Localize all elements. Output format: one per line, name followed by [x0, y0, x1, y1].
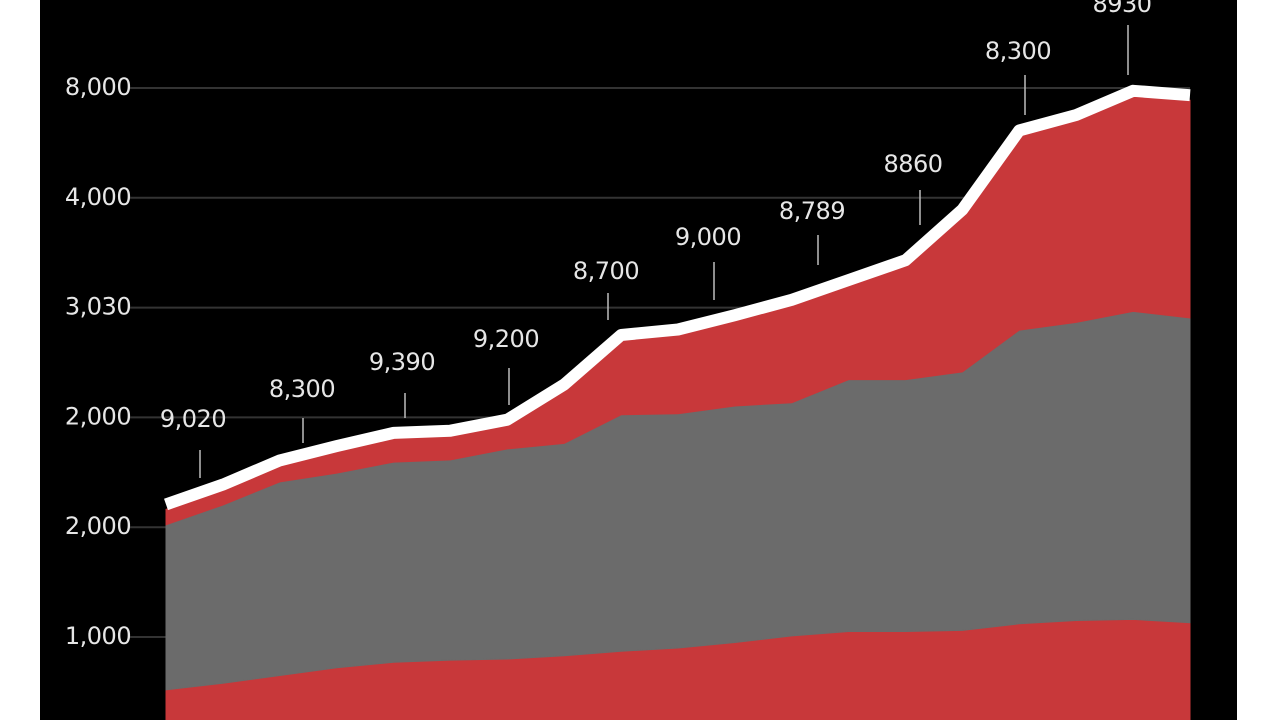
annotation: 8,300 — [269, 375, 335, 403]
labels: 8,000 4,000 3,030 2,000 2,000 1,000 9,020 8,300… — [65, 0, 1152, 650]
y-axis-label: 2,000 — [65, 402, 131, 430]
areas — [164, 84, 1191, 720]
y-axis-label: 3,030 — [65, 293, 131, 321]
annotation: 9,200 — [473, 325, 539, 353]
y-axis-label: 4,000 — [65, 183, 131, 211]
y-axis-label: 8,000 — [65, 73, 131, 101]
annotation: 9,390 — [369, 348, 435, 376]
annotation: 9,000 — [675, 223, 741, 251]
annotation: 8,700 — [573, 257, 639, 285]
y-axis-label: 1,000 — [65, 622, 131, 650]
outline — [164, 84, 1191, 511]
annotation: 8930 — [1092, 0, 1151, 18]
annotation: 8,789 — [779, 197, 845, 225]
annotation: 9,020 — [160, 405, 226, 433]
annotation: 8860 — [883, 150, 942, 178]
annotation: 8,300 — [985, 37, 1051, 65]
y-axis-label: 2,000 — [65, 512, 131, 540]
